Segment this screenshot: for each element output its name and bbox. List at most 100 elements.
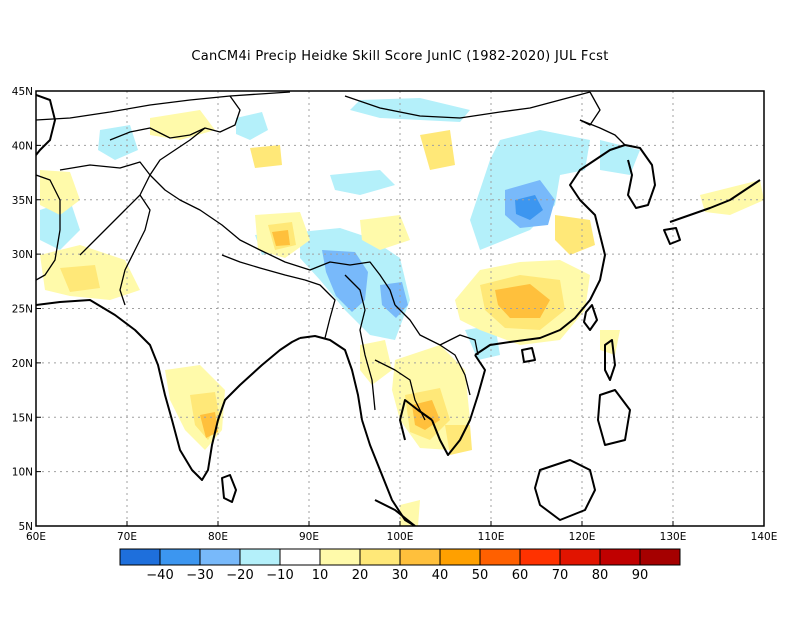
border-central-asia: [109, 127, 191, 141]
sumatra: [374, 499, 416, 526]
border-kazakh-china: [189, 95, 241, 136]
japan-honshu: [669, 179, 761, 223]
lat-tick-label: 35N: [12, 195, 33, 207]
taiwan: [583, 304, 598, 331]
colorbar-swatch: [239, 548, 281, 566]
japan-kyushu: [663, 227, 681, 245]
gulf-of-thailand: [399, 399, 433, 441]
border-thailand: [374, 359, 426, 421]
lat-axis: 45N 40N 35N 30N 25N 20N 15N 10N 5N: [12, 86, 41, 533]
lon-tick-label: 100E: [387, 531, 414, 543]
colorbar-swatch: [479, 548, 521, 566]
lat-tick-label: 30N: [12, 249, 33, 261]
border-iran: [36, 174, 61, 281]
border-china-north: [579, 91, 601, 126]
border-afghan: [59, 161, 151, 256]
borneo: [534, 459, 596, 521]
border-china-west: [149, 127, 396, 306]
border-nepal: [221, 254, 306, 281]
pos-region-tajik: [250, 145, 282, 168]
lon-tick-label: 90E: [299, 531, 319, 543]
colorbar-label: −10: [266, 568, 293, 583]
colorbar-swatch: [559, 548, 601, 566]
colorbar-label: 90: [632, 568, 649, 583]
pos-region-gansu: [420, 130, 455, 170]
pos-region-tibet-plateau-deep: [272, 230, 290, 246]
colorbar-swatch: [439, 548, 481, 566]
pos-region-pakistan-core: [60, 265, 100, 292]
border-russia-kazakh: [36, 91, 291, 121]
colorbar-swatch: [119, 548, 161, 566]
colorbar-swatch: [159, 548, 201, 566]
lon-tick-label: 120E: [569, 531, 596, 543]
colorbar-swatch: [199, 548, 241, 566]
country-borders: [36, 91, 626, 421]
pos-region-myanmar-south: [360, 340, 392, 385]
colorbar-swatch: [599, 548, 641, 566]
philippines-luzon: [604, 339, 616, 381]
caspian: [36, 94, 56, 156]
pos-region-yangtze: [555, 215, 595, 255]
neg-region-north-china-deep: [515, 195, 543, 220]
korea: [624, 144, 656, 209]
china-south-coast: [474, 234, 606, 356]
colorbar-swatch: [359, 548, 401, 566]
neg-region-kazakh: [236, 112, 268, 140]
colorbar-label: −20: [226, 568, 253, 583]
lon-tick-label: 80E: [208, 531, 228, 543]
lat-tick-label: 15N: [12, 412, 33, 424]
lat-tick-label: 25N: [12, 304, 33, 316]
colorbar-label: 40: [432, 568, 449, 583]
colorbar-label: −30: [186, 568, 213, 583]
coastlines: [36, 94, 761, 526]
border-bangladesh: [304, 279, 336, 339]
lat-tick-label: 10N: [12, 467, 33, 479]
lon-tick-label: 140E: [751, 531, 778, 543]
colorbar-label: 60: [512, 568, 529, 583]
lon-tick-label: 60E: [26, 531, 46, 543]
india-coast: [36, 299, 301, 481]
hainan: [521, 347, 536, 363]
lat-tick-label: 40N: [12, 140, 33, 152]
colorbar-label: −40: [146, 568, 173, 583]
pos-region-cambodia: [445, 425, 472, 455]
malay-peninsula: [361, 419, 416, 526]
colorbar-swatch: [319, 548, 361, 566]
lon-axis: 60E 70E 80E 90E 100E 110E 120E 130E 140E: [26, 521, 777, 543]
colorbar-label: 50: [472, 568, 489, 583]
bay-of-bengal-coast: [299, 335, 363, 421]
colorbar-label: 20: [352, 568, 369, 583]
map-title: CanCM4i Precip Heidke Skill Score JunIC …: [191, 49, 609, 64]
graticule: [36, 91, 764, 526]
colorbar: −40 −30 −20 −10 10 20 30 40 50 60 70 80 90: [119, 548, 681, 583]
lat-tick-label: 45N: [12, 86, 33, 98]
lat-tick-label: 5N: [18, 521, 33, 533]
colorbar-swatch: [519, 548, 561, 566]
pos-region-india-east-deep: [200, 412, 218, 438]
colorbar-swatch: [399, 548, 441, 566]
lon-tick-label: 70E: [117, 531, 137, 543]
lat-tick-label: 20N: [12, 358, 33, 370]
indochina-coast: [431, 354, 486, 456]
colorbar-label: 10: [312, 568, 329, 583]
border-vietnam: [439, 334, 479, 356]
neg-region-bangladesh: [322, 250, 368, 312]
border-myanmar: [344, 274, 376, 411]
lon-tick-label: 130E: [660, 531, 687, 543]
colorbar-label: 80: [592, 568, 609, 583]
pos-region-qinghai: [360, 215, 410, 250]
china-east-coast: [569, 144, 626, 236]
colorbar-label: 30: [392, 568, 409, 583]
colorbar-swatch: [279, 548, 321, 566]
sri-lanka: [221, 474, 237, 503]
colorbar-label: 70: [552, 568, 569, 583]
border-pakistan-india: [119, 194, 151, 306]
neg-region-tarim: [330, 170, 395, 195]
neg-region-central-asia: [98, 125, 138, 160]
neg-region-mongolia: [350, 98, 470, 122]
lon-tick-label: 110E: [478, 531, 505, 543]
pos-region-south-china-core: [495, 284, 550, 318]
border-mongolia: [344, 91, 591, 119]
colorbar-swatch: [639, 548, 681, 566]
